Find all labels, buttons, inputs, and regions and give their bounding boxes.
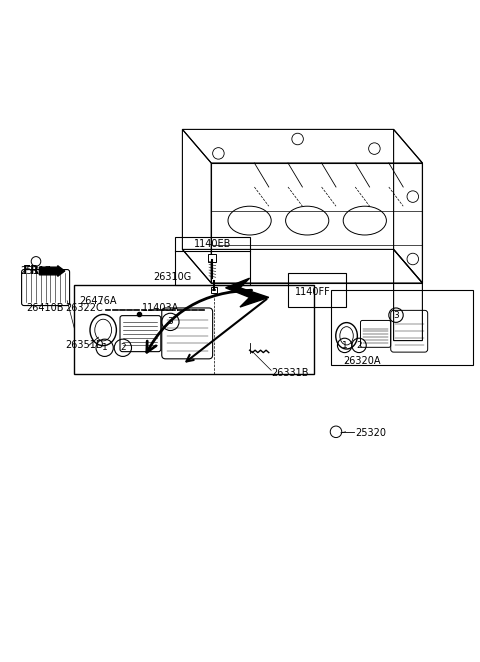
Bar bbox=[175, 238, 250, 285]
Text: 26331B: 26331B bbox=[271, 368, 309, 378]
Text: 26320A: 26320A bbox=[344, 355, 381, 365]
Text: 1: 1 bbox=[342, 341, 348, 350]
Text: 1: 1 bbox=[102, 344, 108, 352]
Text: 3: 3 bbox=[168, 317, 173, 326]
Text: 2: 2 bbox=[356, 341, 362, 350]
Text: 26476A: 26476A bbox=[79, 296, 117, 306]
Text: 26410B: 26410B bbox=[26, 303, 64, 313]
Text: FR.: FR. bbox=[23, 265, 45, 277]
Text: 26322C: 26322C bbox=[65, 303, 103, 313]
Text: 3: 3 bbox=[393, 310, 399, 320]
Text: 11403A: 11403A bbox=[142, 303, 179, 313]
Polygon shape bbox=[226, 278, 269, 307]
Text: 26310G: 26310G bbox=[154, 272, 192, 282]
FancyArrow shape bbox=[39, 265, 65, 276]
Text: 26351D: 26351D bbox=[65, 340, 103, 350]
Text: 25117: 25117 bbox=[21, 266, 51, 276]
Bar bbox=[331, 290, 473, 365]
Text: 1140FF: 1140FF bbox=[295, 287, 331, 297]
Text: 1140EB: 1140EB bbox=[194, 239, 231, 249]
Text: 25320: 25320 bbox=[355, 428, 386, 438]
Text: 2: 2 bbox=[120, 344, 126, 352]
Bar bbox=[74, 285, 314, 374]
